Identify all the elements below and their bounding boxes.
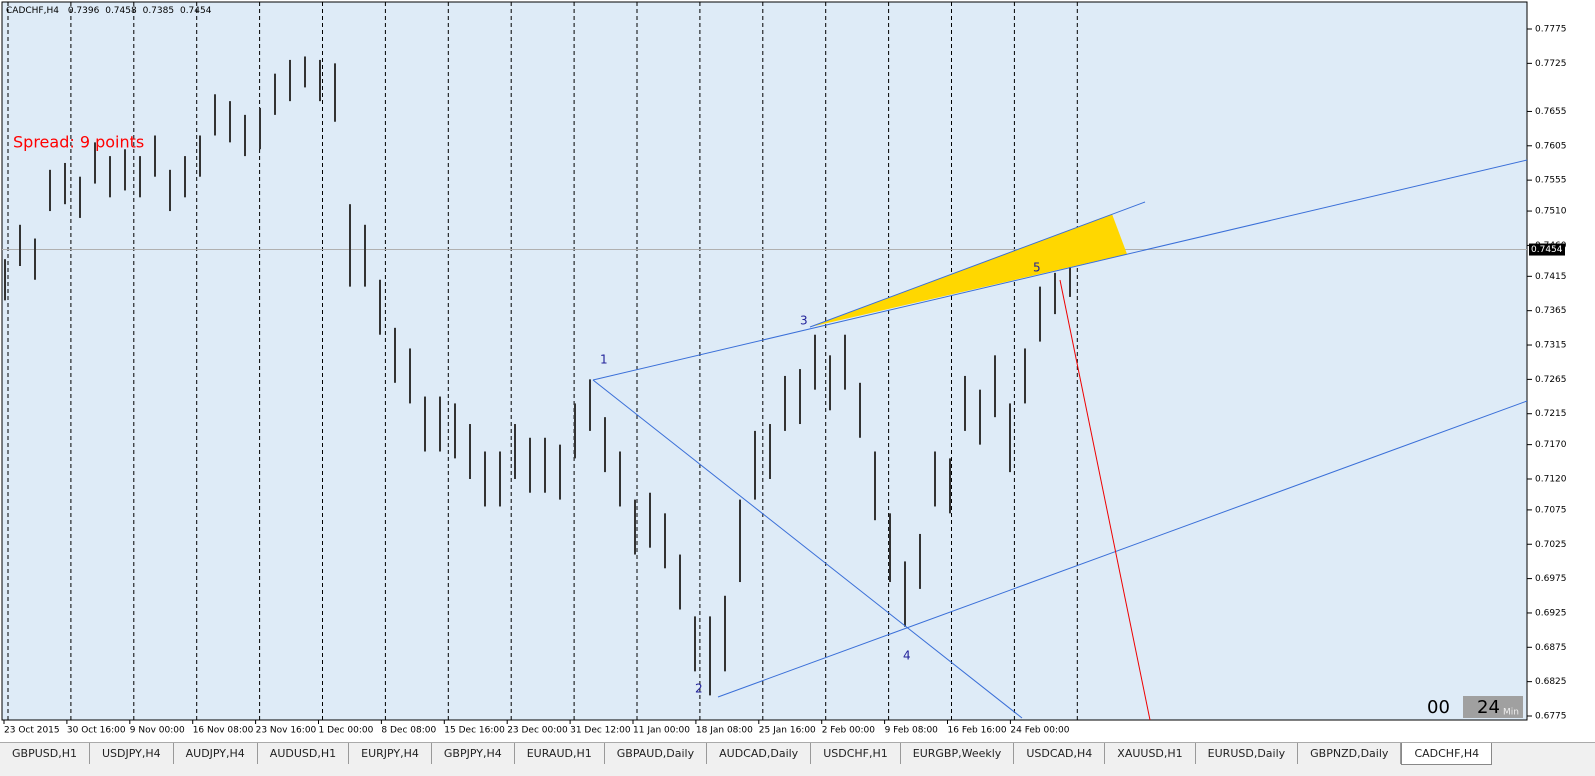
x-tick-label: 16 Nov 08:00 <box>193 726 254 736</box>
separators <box>2 2 1527 720</box>
y-tick-label: 0.7510 <box>1535 207 1567 217</box>
symbol: CADCHF,H4 0.7396 0.7458 0.7385 0.7454 <box>6 6 212 16</box>
x-tick-label: 16 Feb 16:00 <box>948 726 1007 736</box>
x-tick-label: 23 Nov 16:00 <box>256 726 317 736</box>
tab[interactable]: EURUSD,Daily <box>1196 743 1299 764</box>
trendline <box>717 400 1528 698</box>
price-label: 0.7454 <box>1531 245 1563 255</box>
x-tick-label: 30 Oct 16:00 <box>67 726 126 736</box>
symbol-name: CADCHF,H4 <box>6 6 59 16</box>
tab-bar: GBPUSD,H1 USDJPY,H4 AUDJPY,H4 AUDUSD,H1 EURJ… <box>0 742 1595 765</box>
timer-box <box>1463 696 1523 718</box>
x-tick-label: 31 Dec 12:00 <box>570 726 631 736</box>
y-tick-label: 0.7170 <box>1535 440 1567 450</box>
tab[interactable]: USDCHF,H1 <box>811 743 901 764</box>
wedge <box>810 214 1127 327</box>
x-tick-label: 8 Dec 08:00 <box>381 726 436 736</box>
tab[interactable]: AUDJPY,H4 <box>174 743 258 764</box>
y-tick-label: 0.7265 <box>1535 375 1567 385</box>
y-tick-label: 0.7555 <box>1535 176 1567 186</box>
trendline <box>592 379 1023 719</box>
x-tick-label: 9 Feb 08:00 <box>885 726 939 736</box>
x-tick-label: 11 Jan 00:00 <box>633 726 690 736</box>
tab[interactable]: CADCHF,H4 <box>1401 743 1493 765</box>
y-tick-label: 0.6875 <box>1535 643 1567 653</box>
y-tick-label: 0.7215 <box>1535 409 1567 419</box>
wave-label: 1 <box>600 353 608 367</box>
tab[interactable]: EURAUD,H1 <box>515 743 605 764</box>
trendline <box>809 201 1146 328</box>
wave-label: 2 <box>695 682 703 696</box>
y-tick-label: 0.7415 <box>1535 272 1567 282</box>
open: 0.7396 <box>68 6 100 16</box>
tab[interactable]: GBPNZD,Daily <box>1298 743 1402 764</box>
tab[interactable]: AUDCAD,Daily <box>707 743 812 764</box>
x-tick-label: 9 Nov 00:00 <box>130 726 185 736</box>
wave-label: 4 <box>903 649 911 663</box>
high: 0.7458 <box>105 6 137 16</box>
projection-line <box>1059 279 1151 721</box>
y-tick-label: 0.6775 <box>1535 712 1567 722</box>
x-tick-label: 23 Dec 00:00 <box>507 726 568 736</box>
y-tick-label: 0.7120 <box>1535 474 1567 484</box>
drawings <box>592 159 1528 721</box>
spread: Spread: 9 points <box>13 133 144 152</box>
tab[interactable]: GBPJPY,H4 <box>432 743 515 764</box>
x-tick-label: 2 Feb 00:00 <box>822 726 876 736</box>
tab[interactable]: EURGBP,Weekly <box>901 743 1015 764</box>
timer-hours: 00 <box>1427 697 1450 718</box>
tab[interactable]: USDCAD,H4 <box>1014 743 1106 764</box>
tab[interactable]: XAUUSD,H1 <box>1105 743 1196 764</box>
tab[interactable]: USDJPY,H4 <box>90 743 174 764</box>
tab[interactable]: GBPAUD,Daily <box>605 743 708 764</box>
y-tick-label: 0.7365 <box>1535 306 1567 316</box>
plot-area <box>1 1 1528 721</box>
bars <box>4 56 1071 696</box>
close: 0.7454 <box>180 6 212 16</box>
y-tick-label: 0.7315 <box>1535 341 1567 351</box>
y-tick-label: 0.6825 <box>1535 677 1567 687</box>
wave-label: 5 <box>1033 261 1041 275</box>
y-tick-label: 0.6925 <box>1535 608 1567 618</box>
x-tick-label: 25 Jan 16:00 <box>759 726 816 736</box>
timer-unit: Min <box>1503 708 1519 718</box>
wave-label: 3 <box>800 314 808 328</box>
price-box <box>1529 243 1565 256</box>
y-tick-label: 0.7775 <box>1535 25 1567 35</box>
low: 0.7385 <box>143 6 175 16</box>
x-tick-label: 18 Jan 08:00 <box>696 726 753 736</box>
x-tick-label: 15 Dec 16:00 <box>444 726 505 736</box>
tab[interactable]: AUDUSD,H1 <box>258 743 350 764</box>
y-tick-label: 0.7025 <box>1535 540 1567 550</box>
timer-minutes: 24 <box>1477 697 1500 718</box>
tab[interactable]: GBPUSD,H1 <box>0 743 90 764</box>
x-tick-label: 23 Oct 2015 <box>4 726 60 736</box>
y-tick-label: 0.7725 <box>1535 59 1567 69</box>
y-tick-label: 0.6975 <box>1535 574 1567 584</box>
y-tick-label: 0.7075 <box>1535 505 1567 515</box>
trendline <box>592 159 1528 381</box>
tab[interactable]: EURJPY,H4 <box>349 743 432 764</box>
chart: 1 2 3 4 5 CADCHF,H4 0.7396 0.7458 0.7385… <box>0 0 1595 742</box>
x-tick-label: 1 Dec 00:00 <box>319 726 374 736</box>
wave-labels: 1 2 3 4 5 <box>600 261 1041 696</box>
x-tick-label: 24 Feb 00:00 <box>1010 726 1069 736</box>
y-tick-label: 0.7655 <box>1535 107 1567 117</box>
y-tick-label: 0.7605 <box>1535 141 1567 151</box>
